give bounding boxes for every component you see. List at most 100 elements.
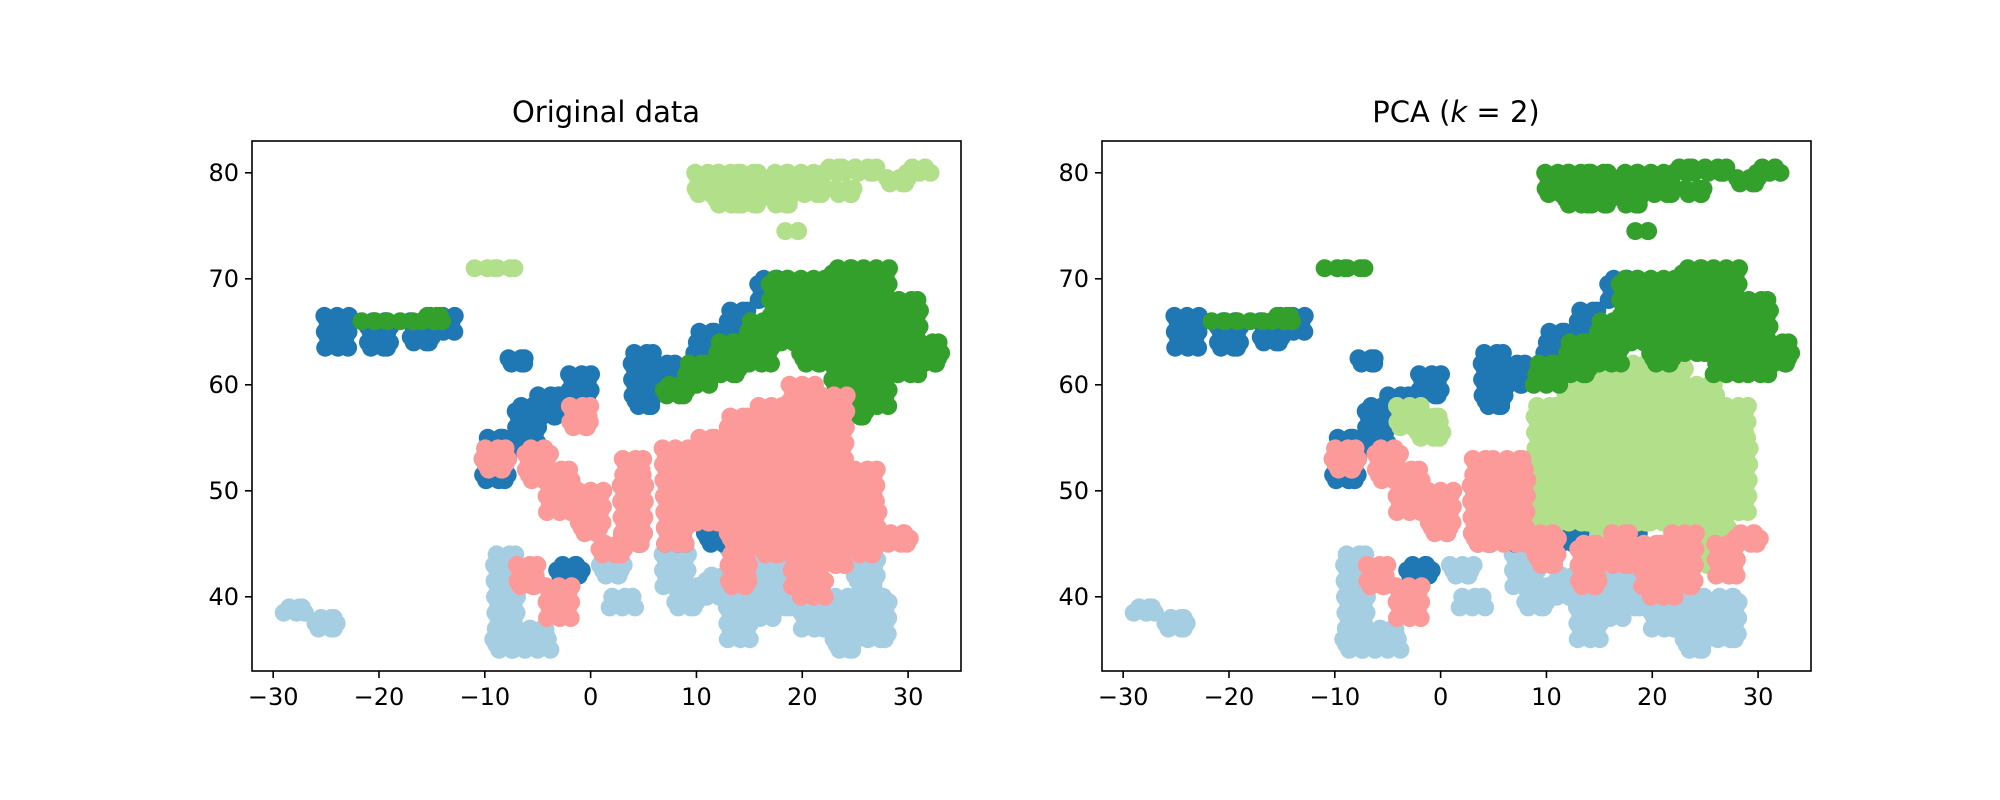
data-point xyxy=(793,375,812,394)
data-point xyxy=(780,375,799,394)
data-point xyxy=(857,386,876,405)
data-point xyxy=(1536,163,1555,182)
data-point xyxy=(1724,587,1743,606)
data-point xyxy=(613,450,632,468)
data-point xyxy=(1515,354,1534,373)
scatter-series-2 xyxy=(465,158,940,278)
data-point xyxy=(537,577,556,596)
y-tick-label: 70 xyxy=(208,265,239,293)
data-point xyxy=(1412,577,1431,596)
data-point xyxy=(665,577,684,596)
data-point xyxy=(529,386,548,405)
data-point xyxy=(1678,259,1697,278)
data-point xyxy=(929,333,948,352)
data-point xyxy=(1355,259,1374,278)
data-point xyxy=(778,269,797,288)
x-tick-label: 30 xyxy=(1743,683,1774,711)
data-point xyxy=(1432,365,1451,384)
x-axis: −30 −20 −10 0 10 20 30 xyxy=(248,671,924,711)
data-point xyxy=(1559,163,1578,182)
plot-title: PCA (k = 2) xyxy=(1372,95,1539,129)
data-point xyxy=(1440,556,1459,574)
data-point xyxy=(880,259,899,278)
data-point xyxy=(1710,587,1729,606)
data-point xyxy=(487,545,506,564)
scatter-series-2 xyxy=(1388,344,1759,574)
data-point xyxy=(1346,439,1365,458)
data-point xyxy=(1581,163,1600,182)
y-tick-label: 50 xyxy=(208,477,239,505)
data-point xyxy=(709,163,728,182)
data-point xyxy=(528,556,547,574)
data-point xyxy=(1425,407,1444,426)
y-tick-label: 40 xyxy=(1058,583,1089,611)
data-point xyxy=(1738,397,1757,415)
data-point xyxy=(826,179,845,198)
data-point xyxy=(687,577,706,596)
data-point xyxy=(695,354,714,373)
data-point xyxy=(877,169,896,188)
data-point xyxy=(1745,524,1764,543)
x-tick-label: 30 xyxy=(893,683,924,711)
data-point xyxy=(1706,534,1725,553)
data-point xyxy=(496,439,515,458)
data-point xyxy=(722,545,741,564)
data-point xyxy=(539,460,558,479)
data-point xyxy=(521,439,540,458)
x-axis: −30 −20 −10 0 10 20 30 xyxy=(1098,671,1774,711)
data-point xyxy=(1603,524,1622,543)
data-point xyxy=(1228,312,1247,331)
plot-area xyxy=(274,158,951,659)
x-tick-label: −30 xyxy=(1098,683,1149,711)
plot-area xyxy=(1124,158,1801,659)
data-point xyxy=(645,354,664,373)
data-point xyxy=(1453,587,1472,606)
data-point xyxy=(1484,450,1503,468)
data-point xyxy=(1140,598,1159,617)
data-point xyxy=(1202,312,1221,331)
title-prefix: PCA ( xyxy=(1372,95,1450,129)
y-tick-label: 60 xyxy=(1058,371,1089,399)
data-point xyxy=(690,428,709,447)
data-point xyxy=(568,481,587,500)
axes-frame xyxy=(251,140,962,672)
data-point xyxy=(1315,259,1334,278)
data-point xyxy=(515,349,534,368)
data-point xyxy=(653,439,672,458)
data-point xyxy=(427,306,446,325)
data-point xyxy=(1696,158,1715,177)
data-point xyxy=(1679,158,1698,177)
data-point xyxy=(1727,169,1746,188)
data-point xyxy=(1758,291,1777,309)
data-point xyxy=(1165,306,1184,325)
data-point xyxy=(1513,450,1532,468)
data-point xyxy=(322,609,341,627)
data-point xyxy=(562,577,581,596)
data-point xyxy=(581,481,600,500)
data-point xyxy=(488,259,507,278)
data-point xyxy=(731,163,750,182)
data-point xyxy=(1537,577,1556,596)
data-point xyxy=(1676,179,1695,198)
x-tick-label: 20 xyxy=(787,683,818,711)
data-point xyxy=(737,545,756,564)
data-point xyxy=(679,354,698,373)
data-point xyxy=(1357,556,1376,574)
data-point xyxy=(749,397,768,415)
data-point xyxy=(1626,222,1645,241)
data-point xyxy=(1591,312,1610,331)
data-point xyxy=(1463,450,1482,468)
data-point xyxy=(1731,524,1750,543)
data-point xyxy=(560,365,579,384)
data-point xyxy=(844,179,863,198)
data-point xyxy=(1760,333,1779,352)
data-point xyxy=(1444,481,1463,500)
data-point xyxy=(1641,163,1660,182)
data-point xyxy=(801,534,820,553)
data-point xyxy=(1543,524,1562,543)
x-tick-label: −30 xyxy=(248,683,299,711)
data-point xyxy=(378,312,397,331)
y-tick-label: 40 xyxy=(208,583,239,611)
data-point xyxy=(916,158,935,177)
data-point xyxy=(549,577,568,596)
